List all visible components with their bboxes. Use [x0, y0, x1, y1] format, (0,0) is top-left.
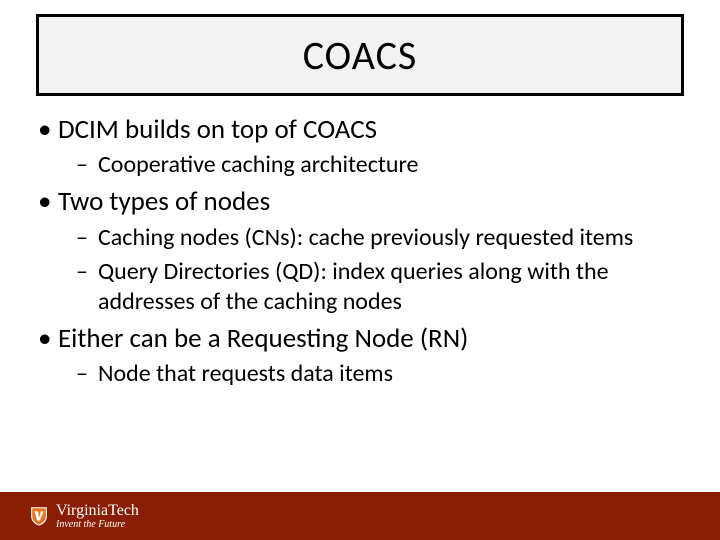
bullet-text: Two types of nodes — [58, 185, 270, 218]
slide-title: COACS — [303, 31, 418, 80]
vt-logo: VirginiaTech Invent the Future — [28, 503, 139, 530]
bullet-l2: Node that requests data items — [36, 359, 684, 389]
bullet-l2: Caching nodes (CNs): cache previously re… — [36, 223, 684, 253]
bullet-text: Query Directories (QD): index queries al… — [98, 257, 609, 316]
content-area: DCIM builds on top of COACS Cooperative … — [36, 108, 684, 389]
bullet-text: Cooperative caching architecture — [98, 150, 418, 179]
vt-shield-icon — [28, 505, 50, 527]
bullet-text: Caching nodes (CNs): cache previously re… — [98, 223, 633, 252]
bullet-l1: Either can be a Requesting Node (RN) — [36, 323, 684, 355]
vt-text-block: VirginiaTech Invent the Future — [56, 503, 139, 530]
bullet-text: DCIM builds on top of COACS — [58, 113, 377, 146]
footer-bar: VirginiaTech Invent the Future — [0, 492, 720, 540]
bullet-l1: DCIM builds on top of COACS — [36, 114, 684, 146]
bullet-l2: Cooperative caching architecture — [36, 150, 684, 180]
title-box: COACS — [36, 14, 684, 96]
vt-name: VirginiaTech — [56, 503, 139, 519]
bullet-text: Either can be a Requesting Node (RN) — [58, 322, 468, 355]
bullet-l1: Two types of nodes — [36, 186, 684, 218]
slide: COACS DCIM builds on top of COACS Cooper… — [0, 0, 720, 540]
bullet-text: Node that requests data items — [98, 359, 393, 388]
bullet-l2: Query Directories (QD): index queries al… — [36, 257, 684, 317]
vt-tagline: Invent the Future — [56, 520, 139, 530]
